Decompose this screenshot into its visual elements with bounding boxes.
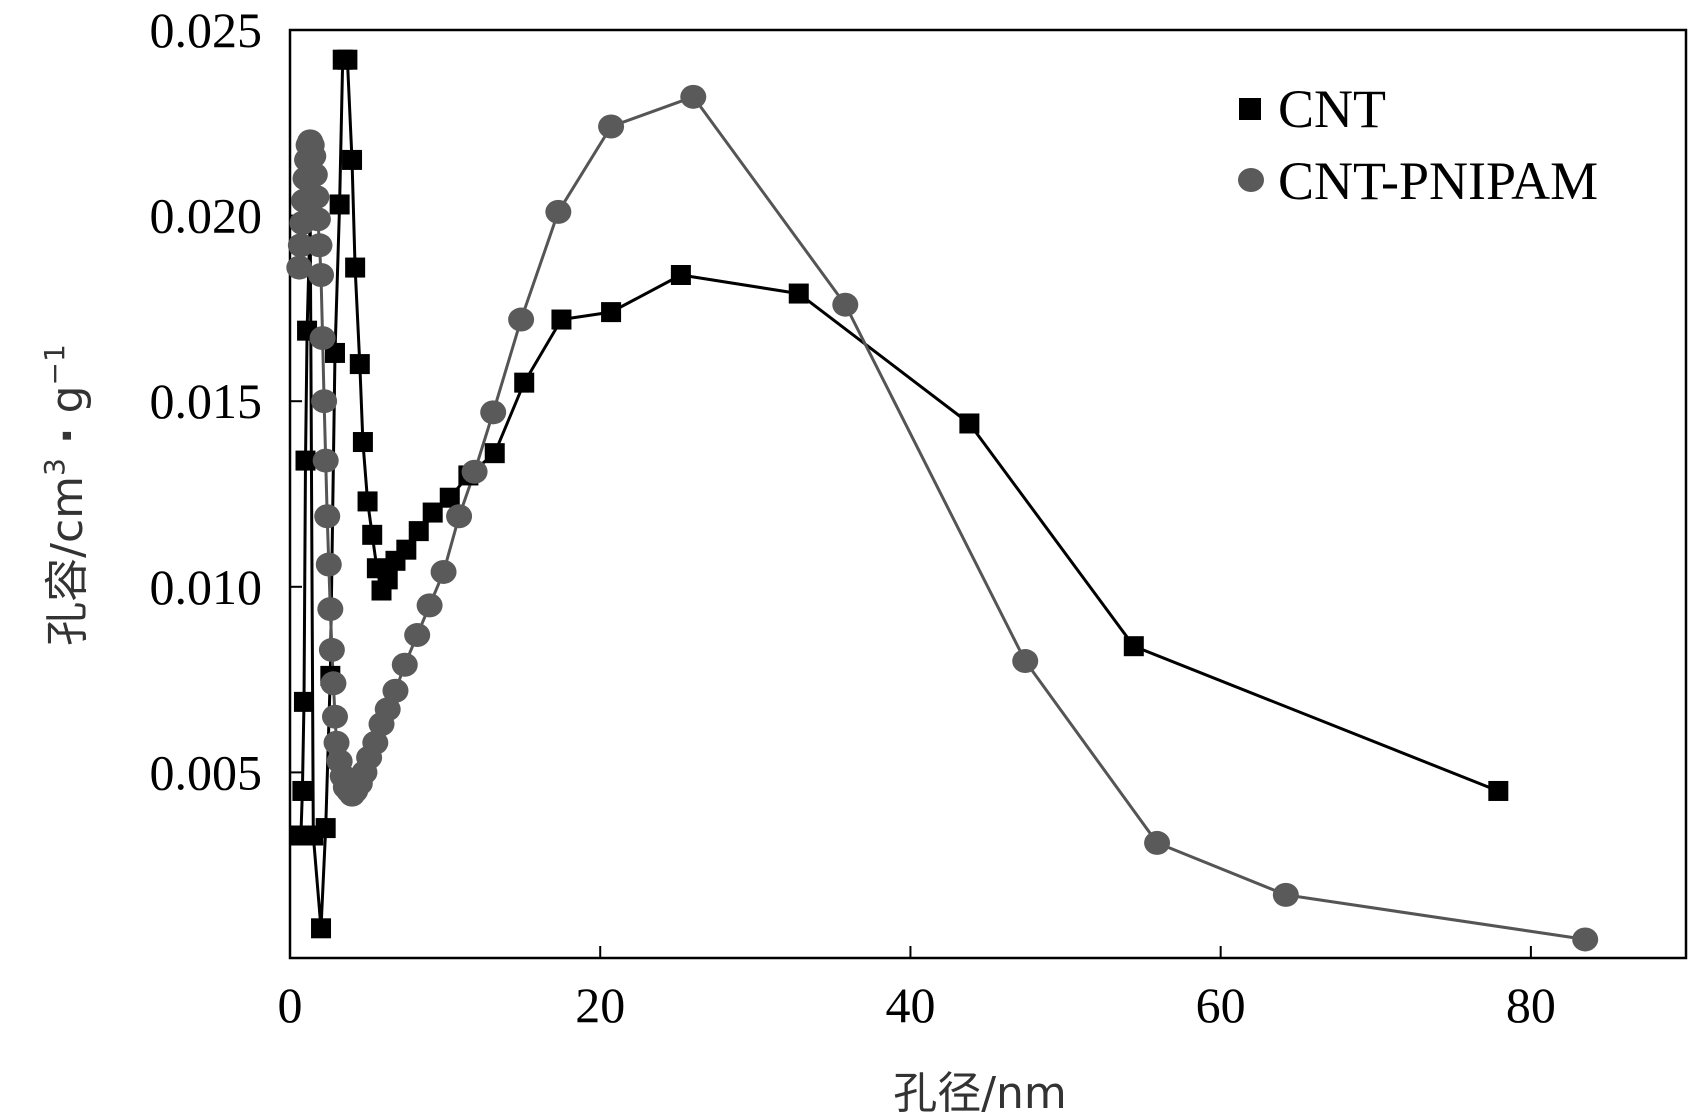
y-tick-label-0.010: 0.010 — [150, 559, 263, 615]
y-tick-label-0.025: 0.025 — [150, 2, 263, 58]
y-axis-title-space2 — [42, 413, 93, 427]
y-axis-title: 孔容/cm3 · g−1 — [38, 344, 93, 646]
data-point-cnt-27 — [439, 487, 460, 508]
data-point-cnt-pnipam-39 — [404, 623, 431, 648]
data-point-cnt-31 — [551, 309, 572, 330]
data-point-cnt-pnipam-21 — [318, 637, 345, 662]
data-point-cnt-19 — [362, 524, 383, 545]
x-tick-label-40: 40 — [885, 977, 935, 1033]
series-line-cnt — [299, 58, 1499, 930]
data-point-cnt-pnipam-20 — [317, 597, 344, 622]
data-point-cnt-pnipam-13 — [306, 233, 333, 258]
y-tick-label-0.020: 0.020 — [150, 188, 263, 244]
data-point-cnt-30 — [514, 372, 535, 393]
data-point-cnt-18 — [357, 491, 378, 512]
data-point-cnt-pnipam-18 — [314, 504, 341, 529]
x-tick-label-0: 0 — [278, 977, 303, 1033]
data-point-cnt-pnipam-11 — [303, 185, 330, 210]
data-point-cnt-14 — [342, 149, 363, 170]
series-markers-cnt — [290, 49, 1509, 939]
y-axis-title-g: g — [42, 385, 93, 413]
data-point-cnt-pnipam-48 — [680, 84, 707, 109]
x-tick-label-20: 20 — [575, 977, 625, 1033]
data-point-cnt-pnipam-47 — [598, 114, 625, 139]
data-point-cnt-34 — [788, 283, 809, 304]
y-tick-label-0.015: 0.015 — [150, 373, 263, 429]
data-point-cnt-pnipam-1 — [287, 233, 314, 258]
data-point-cnt-pnipam-52 — [1272, 882, 1299, 907]
data-point-cnt-pnipam-46 — [545, 199, 572, 224]
data-point-cnt-25 — [408, 521, 429, 542]
y-axis-tick-labels: 0.005 0.010 0.015 0.020 0.025 — [150, 2, 263, 800]
data-point-cnt-pnipam-45 — [508, 307, 535, 332]
series-markers-cnt-pnipam — [286, 84, 1599, 952]
data-point-cnt-11 — [329, 194, 350, 215]
data-point-cnt-pnipam-38 — [391, 652, 418, 677]
data-point-cnt-33 — [670, 264, 691, 285]
data-point-cnt-pnipam-49 — [832, 292, 859, 317]
y-axis-title-dot: · — [42, 427, 93, 444]
x-tick-label-60: 60 — [1196, 977, 1246, 1033]
data-point-cnt-1 — [292, 780, 313, 801]
series-markers — [286, 49, 1599, 952]
data-point-cnt-7 — [311, 918, 332, 939]
data-point-cnt-13 — [337, 49, 358, 70]
data-point-cnt-pnipam-41 — [430, 559, 457, 584]
data-point-cnt-pnipam-9 — [300, 144, 327, 169]
data-point-cnt-16 — [349, 354, 370, 375]
data-point-cnt-pnipam-43 — [461, 459, 488, 484]
data-point-cnt-36 — [1123, 636, 1144, 657]
data-point-cnt-pnipam-36 — [374, 697, 401, 722]
data-point-cnt-29 — [484, 443, 505, 464]
y-axis-title-main: 孔容/cm — [42, 476, 93, 646]
data-point-cnt-pnipam-51 — [1144, 830, 1171, 855]
y-tick-label-0.005: 0.005 — [150, 744, 263, 800]
data-point-cnt-pnipam-0 — [286, 255, 313, 280]
data-point-cnt-pnipam-22 — [320, 671, 347, 696]
data-point-cnt-pnipam-53 — [1572, 927, 1599, 952]
y-axis-title-space1 — [42, 444, 93, 458]
x-axis-title: 孔径/nm — [893, 1068, 1067, 1119]
data-point-cnt-22 — [377, 569, 398, 590]
data-point-cnt-3 — [295, 450, 316, 471]
x-axis-ticks — [289, 946, 1532, 958]
data-point-cnt-pnipam-50 — [1012, 649, 1039, 674]
data-point-cnt-pnipam-24 — [323, 730, 350, 755]
legend-marker-cnt — [1239, 98, 1261, 120]
data-point-cnt-35 — [959, 413, 980, 434]
data-point-cnt-24 — [396, 539, 417, 560]
data-point-cnt-2 — [293, 691, 314, 712]
data-point-cnt-17 — [352, 432, 373, 453]
data-point-cnt-pnipam-37 — [382, 678, 409, 703]
legend: CNT CNT-PNIPAM — [1238, 79, 1598, 211]
data-point-cnt-26 — [422, 502, 443, 523]
data-point-cnt-pnipam-15 — [309, 326, 336, 351]
data-point-cnt-pnipam-12 — [304, 207, 331, 232]
data-point-cnt-pnipam-10 — [301, 162, 328, 187]
legend-label-cnt: CNT — [1278, 79, 1386, 139]
data-point-cnt-pnipam-23 — [321, 704, 348, 729]
plot-area-frame — [288, 28, 1688, 960]
data-point-cnt-pnipam-34 — [362, 730, 389, 755]
data-point-cnt-pnipam-19 — [315, 552, 342, 577]
data-point-cnt-pnipam-42 — [446, 504, 473, 529]
y-axis-title-sup1: 3 — [38, 458, 71, 476]
legend-marker-cnt-pnipam — [1238, 168, 1264, 192]
data-point-cnt-pnipam-40 — [416, 593, 443, 618]
data-point-cnt-pnipam-44 — [480, 400, 507, 425]
y-axis-title-sup2: −1 — [38, 344, 71, 385]
data-point-cnt-37 — [1488, 780, 1509, 801]
data-point-cnt-pnipam-14 — [308, 262, 335, 287]
x-axis-tick-labels: 0 20 40 60 80 — [278, 977, 1556, 1033]
data-point-cnt-32 — [601, 302, 622, 323]
legend-label-cnt-pnipam: CNT-PNIPAM — [1278, 151, 1598, 211]
data-point-cnt-pnipam-16 — [311, 389, 338, 414]
data-point-cnt-8 — [315, 818, 336, 839]
data-point-cnt-15 — [345, 257, 366, 278]
data-point-cnt-pnipam-17 — [312, 448, 339, 473]
x-tick-label-80: 80 — [1506, 977, 1556, 1033]
